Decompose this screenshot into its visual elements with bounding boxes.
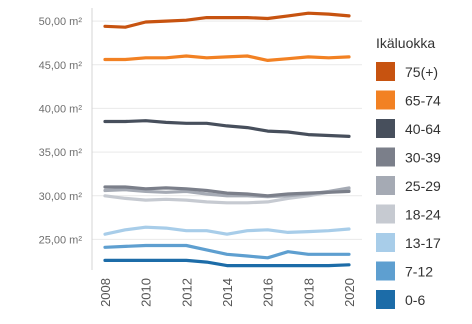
legend-label: 13-17 [405, 235, 441, 251]
x-tick-label: 2020 [342, 278, 357, 307]
y-tick-label: 25,00 m² [39, 234, 83, 246]
x-tick-label: 2010 [139, 278, 154, 307]
y-tick-label: 30,00 m² [39, 191, 83, 203]
legend-label: 18-24 [405, 207, 441, 223]
legend-swatch [376, 119, 395, 138]
y-tick-label: 45,00 m² [39, 60, 83, 72]
legend: Ikäluokka 75(+) 65-74 40-64 30-39 25-29 18-24… [376, 35, 441, 309]
legend-swatch [376, 261, 395, 281]
series-line-0-6 [103, 258, 351, 268]
legend-label: 30-39 [405, 150, 441, 166]
series-line-7-12 [103, 243, 351, 260]
y-tick-label: 35,00 m² [39, 147, 83, 159]
legend-title: Ikäluokka [376, 35, 435, 51]
y-tick-label: 40,00 m² [39, 103, 83, 115]
legend-swatch [376, 147, 395, 167]
legend-swatch [376, 62, 395, 81]
series-lines [103, 11, 351, 268]
y-axis-ticks: 25,00 m² 30,00 m² 35,00 m² 40,00 m² 45,00 m²… [39, 16, 83, 246]
legend-swatch [376, 233, 395, 252]
grid-lines [91, 8, 362, 270]
series-line-30-39 [103, 185, 351, 198]
x-tick-label: 2016 [261, 278, 276, 307]
legend-label: 40-64 [405, 121, 441, 137]
legend-label: 65-74 [405, 93, 441, 109]
x-tick-label: 2008 [98, 278, 113, 307]
legend-label: 25-29 [405, 178, 441, 194]
legend-label: 0-6 [405, 292, 425, 308]
series-line-40-64 [103, 119, 351, 138]
x-tick-label: 2014 [220, 278, 235, 307]
legend-swatch [376, 90, 395, 110]
series-line-18-24 [103, 188, 351, 205]
x-tick-label: 2012 [179, 278, 194, 307]
legend-label: 75(+) [405, 64, 438, 80]
series-line-75(+) [103, 11, 351, 29]
y-tick-label: 50,00 m² [39, 16, 83, 28]
legend-swatch [376, 204, 395, 224]
x-tick-label: 2018 [301, 278, 316, 307]
legend-swatch [376, 290, 395, 309]
series-line-65-74 [103, 54, 351, 63]
legend-label: 7-12 [405, 264, 433, 280]
x-axis-ticks: 2008 2010 2012 2014 2016 2018 2020 [98, 278, 357, 307]
series-line-13-17 [103, 225, 351, 236]
legend-swatch [376, 176, 395, 195]
